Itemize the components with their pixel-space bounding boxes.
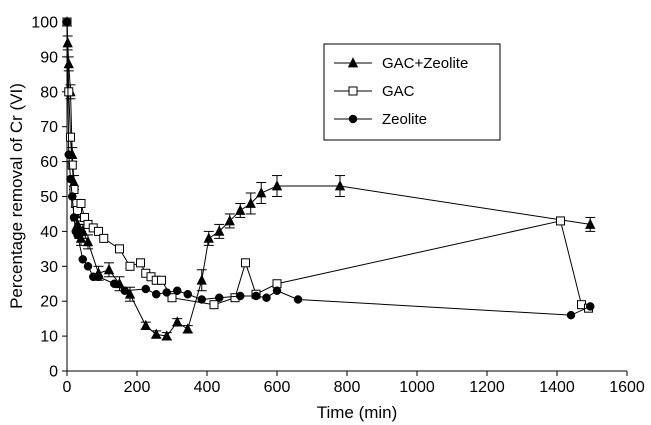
y-axis-title: Percentage removal of Cr (VI)	[7, 83, 26, 309]
data-point	[293, 295, 303, 304]
data-point	[215, 293, 224, 302]
data-point	[224, 215, 235, 226]
data-point	[78, 255, 87, 264]
x-tick-label: 600	[264, 379, 291, 396]
x-tick-label: 800	[334, 379, 361, 396]
data-point	[167, 293, 177, 303]
data-point	[115, 244, 124, 254]
legend-label: Zeolite	[382, 111, 427, 128]
data-point	[173, 286, 182, 295]
x-tick-label: 400	[194, 379, 221, 396]
data-point	[64, 87, 74, 97]
y-tick-label: 30	[40, 259, 58, 276]
y-axis: 0 10 20 30 40 50 60 70 80 90 100	[31, 15, 68, 381]
data-point	[63, 57, 74, 69]
data-point	[271, 180, 283, 191]
y-tick-label: 0	[49, 364, 58, 381]
legend-item: GAC+Zeolite	[334, 55, 468, 72]
data-point	[209, 300, 219, 310]
data-point	[235, 204, 246, 215]
legend-label: GAC+Zeolite	[382, 55, 468, 72]
data-point	[585, 218, 596, 229]
data-point	[62, 17, 72, 27]
data-point	[214, 225, 225, 236]
y-tick-label: 100	[31, 15, 58, 32]
data-point	[256, 187, 267, 198]
data-point	[182, 323, 193, 334]
data-point	[152, 289, 161, 299]
data-point	[141, 284, 150, 294]
y-tick-label: 90	[40, 49, 58, 66]
data-point	[76, 198, 86, 208]
legend-label: GAC	[382, 83, 415, 100]
legend-item: Zeolite	[334, 111, 427, 128]
data-point	[110, 279, 119, 288]
x-axis: 0 200 400 600 800 1000 1200 1400 1600	[63, 370, 645, 396]
legend-item: GAC	[334, 83, 415, 100]
data-point	[203, 232, 214, 243]
data-point	[140, 319, 151, 331]
data-point	[183, 289, 192, 299]
x-tick-label: 0	[63, 379, 72, 396]
data-point	[99, 233, 109, 243]
legend-marker	[347, 57, 359, 68]
data-point	[136, 258, 145, 268]
data-point	[120, 286, 129, 295]
data-point	[236, 291, 245, 301]
data-point	[566, 310, 576, 320]
data-point	[94, 226, 103, 236]
x-tick-label: 1600	[609, 379, 645, 396]
data-point	[245, 197, 256, 208]
data-point	[196, 274, 207, 285]
data-point	[64, 150, 73, 159]
data-point	[66, 174, 75, 184]
data-point	[73, 230, 82, 240]
y-tick-label: 70	[40, 119, 58, 136]
legend: GAC+Zeolite GAC Zeolite	[323, 43, 501, 141]
x-tick-label: 1000	[399, 379, 435, 396]
data-point	[66, 132, 75, 142]
y-tick-label: 50	[40, 189, 58, 206]
data-point	[556, 216, 565, 226]
series-layer	[61, 16, 596, 341]
data-point	[162, 288, 171, 297]
data-point	[157, 275, 166, 285]
data-point	[272, 286, 282, 295]
legend-marker	[348, 114, 358, 124]
data-point	[262, 293, 271, 302]
x-axis-title: Time (min)	[317, 403, 398, 422]
data-point	[251, 291, 261, 301]
data-point	[151, 328, 162, 339]
y-tick-label: 80	[40, 84, 58, 101]
x-tick-label: 200	[124, 379, 151, 396]
series-zeolite	[62, 17, 595, 320]
data-point	[83, 262, 93, 271]
y-tick-label: 10	[40, 329, 58, 346]
y-tick-label: 60	[40, 154, 58, 171]
data-point	[586, 302, 595, 311]
data-point	[103, 263, 115, 275]
y-tick-label: 20	[40, 294, 58, 311]
x-tick-label: 1200	[469, 379, 505, 396]
data-point	[241, 258, 250, 268]
data-point	[125, 261, 135, 271]
data-point	[197, 295, 206, 304]
data-point	[334, 180, 346, 191]
legend-marker	[348, 86, 358, 96]
data-point	[67, 160, 77, 170]
data-point	[161, 330, 172, 341]
data-point	[68, 192, 77, 201]
data-point	[82, 235, 94, 247]
data-point	[94, 272, 103, 282]
x-tick-label: 1400	[539, 379, 575, 396]
data-point	[172, 316, 183, 327]
y-tick-label: 40	[40, 224, 58, 241]
data-point	[69, 213, 79, 222]
